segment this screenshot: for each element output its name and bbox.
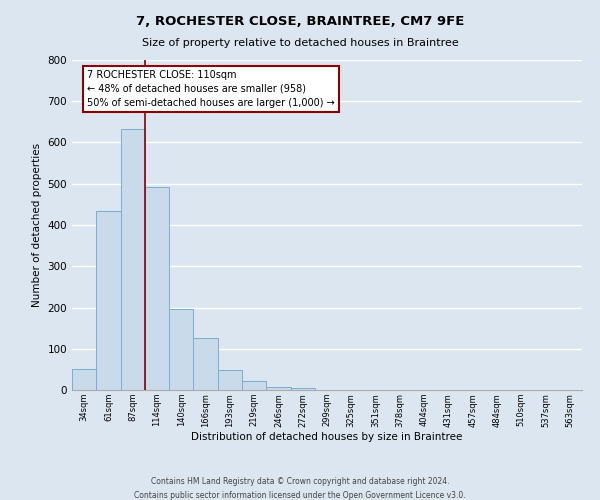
Bar <box>96 210 121 390</box>
Y-axis label: Number of detached properties: Number of detached properties <box>32 143 42 307</box>
X-axis label: Distribution of detached houses by size in Braintree: Distribution of detached houses by size … <box>191 432 463 442</box>
Text: Contains HM Land Registry data © Crown copyright and database right 2024.: Contains HM Land Registry data © Crown c… <box>151 478 449 486</box>
Text: 7, ROCHESTER CLOSE, BRAINTREE, CM7 9FE: 7, ROCHESTER CLOSE, BRAINTREE, CM7 9FE <box>136 15 464 28</box>
Bar <box>193 338 218 390</box>
Bar <box>242 381 266 390</box>
Bar <box>266 386 290 390</box>
Bar <box>72 370 96 390</box>
Text: 7 ROCHESTER CLOSE: 110sqm
← 48% of detached houses are smaller (958)
50% of semi: 7 ROCHESTER CLOSE: 110sqm ← 48% of detac… <box>88 70 335 108</box>
Bar <box>290 388 315 390</box>
Text: Size of property relative to detached houses in Braintree: Size of property relative to detached ho… <box>142 38 458 48</box>
Bar <box>169 309 193 390</box>
Bar <box>121 129 145 390</box>
Bar <box>218 370 242 390</box>
Bar <box>145 188 169 390</box>
Text: Contains public sector information licensed under the Open Government Licence v3: Contains public sector information licen… <box>134 491 466 500</box>
